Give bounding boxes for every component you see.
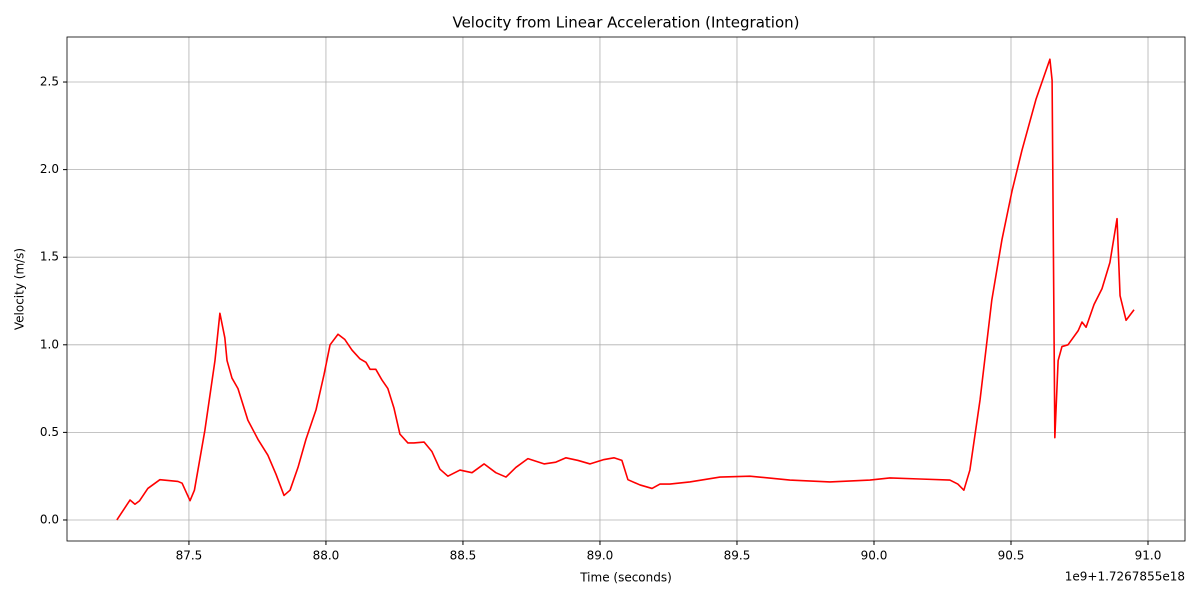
y-tick-label: 2.0: [40, 162, 59, 176]
x-tick-label: 90.0: [861, 549, 888, 563]
y-tick-label: 2.5: [40, 75, 59, 89]
x-offset-label: 1e9+1.7267855e18: [1065, 570, 1185, 584]
y-tick-label: 1.0: [40, 337, 59, 351]
x-tick-label: 88.0: [313, 549, 340, 563]
line: [116, 58, 1135, 521]
chart-title: Velocity from Linear Acceleration (Integ…: [452, 14, 799, 32]
x-tick-label: 91.0: [1135, 549, 1162, 563]
x-tick-label: 87.5: [176, 549, 203, 563]
x-tick-label: 90.5: [998, 549, 1025, 563]
x-tick-label: 89.5: [724, 549, 751, 563]
y-axis-label: Velocity (m/s): [13, 248, 27, 330]
y-tick-label: 0.0: [40, 512, 59, 526]
y-tick-label: 1.5: [40, 250, 59, 264]
x-tick-label: 89.0: [587, 549, 614, 563]
plot-frame: [66, 36, 1186, 542]
x-tick-label: 88.5: [450, 549, 477, 563]
y-tick-label: 0.5: [40, 425, 59, 439]
x-axis-label: Time (seconds): [579, 571, 672, 585]
